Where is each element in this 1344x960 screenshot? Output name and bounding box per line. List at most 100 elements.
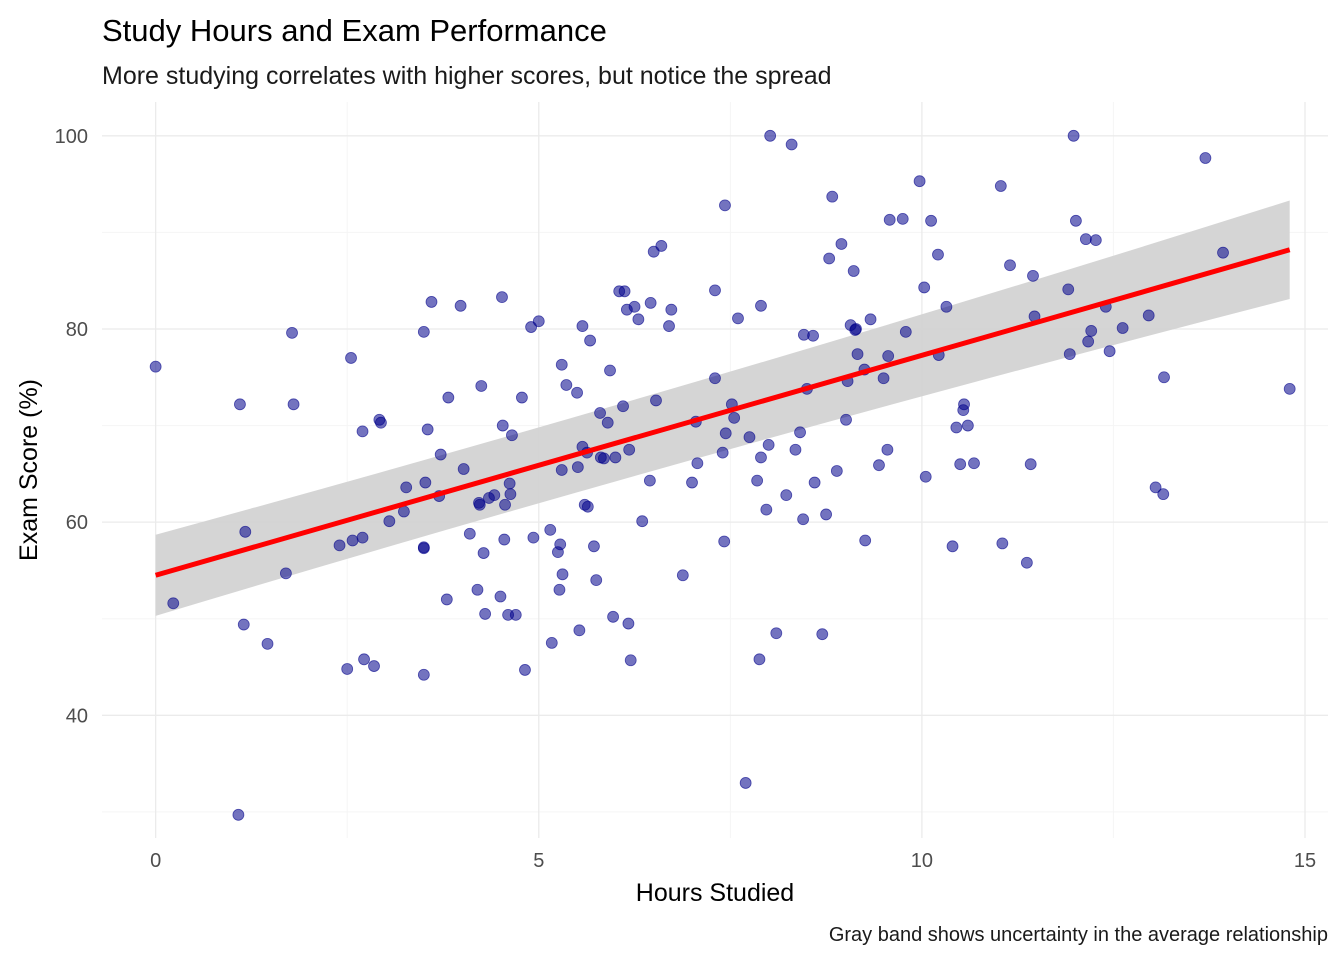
data-point [743,431,756,444]
y-tick-label: 80 [66,319,88,341]
x-tick-label: 15 [1294,850,1316,872]
data-point [571,461,584,474]
data-point [1063,348,1076,360]
data-point [899,325,912,338]
data-point [823,252,836,265]
data-point [996,537,1009,550]
data-point [604,364,616,377]
data-point [1070,214,1082,227]
data-point [287,398,300,411]
chart-subtitle: More studying correlates with higher sco… [102,62,832,90]
data-point [417,542,430,555]
data-point [628,300,641,313]
data-point [556,568,569,581]
data-point [820,508,833,521]
data-point [573,624,586,637]
data-point [477,547,490,559]
data-point [636,515,649,528]
y-tick-label: 60 [66,512,88,534]
data-point [167,597,180,610]
data-point [597,452,610,465]
data-point [789,443,802,456]
data-point [644,297,657,309]
data-point [417,668,430,681]
x-tick-label: 10 [911,850,933,872]
data-point [400,481,413,494]
data-point [994,180,1007,192]
data-point [719,199,731,212]
data-point [1062,283,1075,296]
data-point [479,608,492,620]
data-point [968,457,980,470]
data-point [499,498,511,511]
data-point [1142,309,1155,322]
data-point [709,284,721,297]
data-point [442,391,455,404]
data-point [594,407,606,419]
data-point [473,498,486,511]
data-point [932,248,944,261]
chart-caption: Gray band shows uncertainty in the avera… [829,924,1328,946]
data-point [345,352,357,364]
data-point [1004,259,1016,272]
data-point [718,535,731,548]
data-point [624,654,637,667]
data-point [1082,335,1095,348]
data-point [1158,371,1170,384]
data-point [358,653,370,666]
data-point [279,567,292,580]
data-point [780,489,793,502]
data-point [622,617,635,630]
data-point [516,391,528,404]
data-point [234,398,246,411]
data-point [581,500,594,513]
data-point [794,426,806,439]
data-point [946,540,959,553]
data-point [560,379,573,391]
data-point [554,538,567,551]
data-point [882,350,895,362]
data-point [1079,233,1092,246]
data-point [425,296,438,308]
chart-title: Study Hours and Exam Performance [102,13,607,48]
data-point [576,320,589,332]
data-point [751,474,764,487]
data-point [1027,269,1039,282]
data-point [1283,382,1296,395]
data-point [755,451,767,464]
data-point [732,312,744,325]
data-point [650,394,662,407]
data-point [618,285,631,298]
data-point [716,446,729,459]
y-axis-label: Exam Score (%) [15,379,43,561]
data-point [333,539,346,552]
data-point [785,138,798,151]
data-point [755,299,767,312]
data-point [545,636,558,649]
data-point [1024,458,1037,471]
x-tick-label: 5 [533,850,544,872]
y-tick-label: 40 [66,705,88,727]
data-point [617,400,629,413]
data-point [770,627,783,640]
data-point [896,212,909,225]
data-point [719,427,732,440]
data-point [383,515,396,528]
data-point [527,531,540,544]
data-point [553,583,566,596]
data-point [494,590,507,603]
data-point [826,190,839,203]
trend-line-group [154,247,1291,578]
data-point [632,313,645,326]
data-point [368,660,380,672]
data-point [655,240,668,252]
data-point [1149,481,1162,494]
data-point [830,465,843,477]
data-point [232,808,245,821]
data-point [913,175,926,188]
data-point [504,488,517,501]
data-point [873,459,885,472]
data-point [261,637,274,650]
data-point [609,451,622,464]
